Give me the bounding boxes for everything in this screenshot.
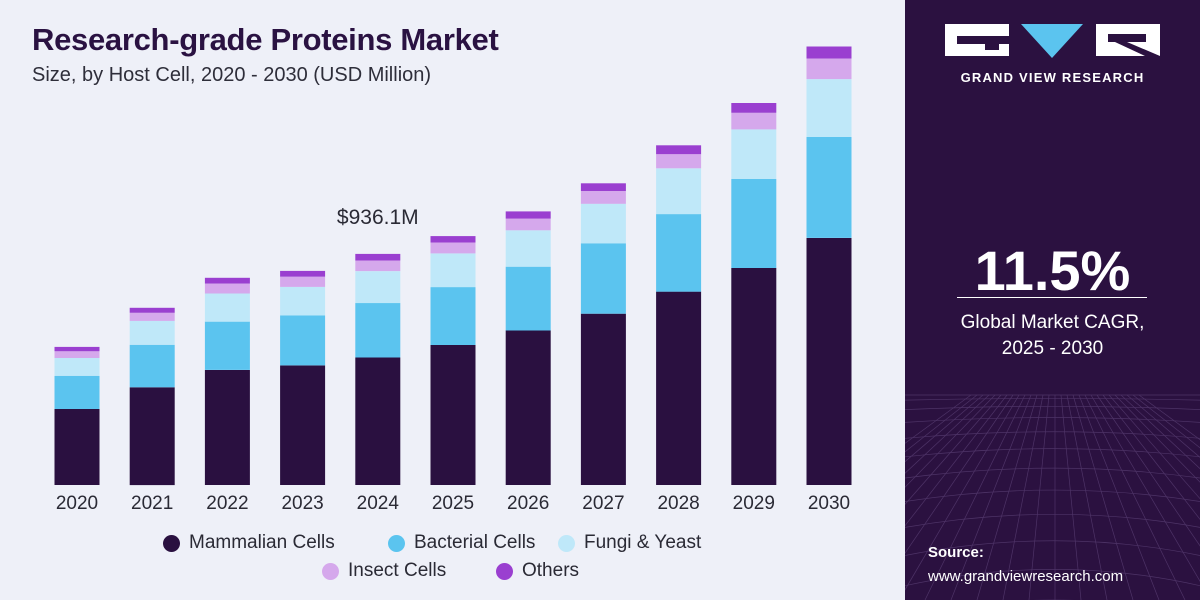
bar-segment-2021-insect-cells xyxy=(129,312,175,321)
bar-segment-2020-fungi-yeast xyxy=(54,358,100,376)
bar-segment-2025-others xyxy=(430,236,476,243)
stacked-bar-chart: 2020 2021 2022 2023 2024 2025 2026 2027 2028 2029… xyxy=(54,46,852,514)
source-url-link[interactable]: www.grandviewresearch.com xyxy=(928,568,1124,585)
decorative-grid-background xyxy=(905,394,1200,600)
x-tick-label-2029: 2029 xyxy=(733,493,775,514)
legend-label: Others xyxy=(522,560,580,581)
bar-segment-2028-fungi-yeast xyxy=(656,168,702,215)
bar-segment-2026-bacterial-cells xyxy=(505,266,551,331)
bar-segment-2021-mammalian-cells xyxy=(129,387,175,486)
x-tick-label-2026: 2026 xyxy=(507,493,549,514)
bar-segment-2029-bacterial-cells xyxy=(731,179,777,268)
bar-segment-2026-mammalian-cells xyxy=(505,330,551,485)
bar-segment-2021-fungi-yeast xyxy=(129,320,175,345)
legend-swatch xyxy=(558,534,575,552)
legend-item-fungi-yeast: Fungi & Yeast xyxy=(558,532,701,554)
bar-segment-2029-insect-cells xyxy=(731,112,777,130)
legend-label: Fungi & Yeast xyxy=(584,532,702,553)
bar-segment-2022-mammalian-cells xyxy=(204,370,250,485)
legend-label: Bacterial Cells xyxy=(414,532,536,553)
bar-segment-2030-bacterial-cells xyxy=(806,137,852,238)
bar-segment-2029-mammalian-cells xyxy=(731,268,777,485)
bar-segment-2027-bacterial-cells xyxy=(580,243,626,314)
bar-segment-2023-bacterial-cells xyxy=(280,315,326,366)
source-label: Source: xyxy=(928,544,984,561)
bar-segment-2030-mammalian-cells xyxy=(806,238,852,485)
bar-segment-2024-others xyxy=(355,253,401,261)
bar-segment-2025-bacterial-cells xyxy=(430,287,476,345)
bar-segment-2021-bacterial-cells xyxy=(129,344,175,388)
bar-segment-2024-fungi-yeast xyxy=(355,271,401,304)
x-tick-label-2028: 2028 xyxy=(657,493,699,514)
bar-segment-2022-fungi-yeast xyxy=(204,293,250,322)
bar-segment-2023-insect-cells xyxy=(280,276,326,287)
bar-segment-2026-insect-cells xyxy=(505,218,551,231)
sidebar-panel: GRAND VIEW RESEARCH 11.5% Global Market … xyxy=(905,0,1200,600)
cagr-label-line-1: Global Market CAGR, xyxy=(960,312,1145,333)
cagr-value: 11.5% xyxy=(974,239,1131,302)
bar-segment-2027-mammalian-cells xyxy=(580,313,626,485)
x-tick-label-2021: 2021 xyxy=(131,493,173,514)
chart-panel: Research-grade Proteins Market Size, by … xyxy=(32,22,852,582)
bar-segment-2023-mammalian-cells xyxy=(280,365,326,485)
x-tick-label-2030: 2030 xyxy=(808,493,850,514)
grid-lines xyxy=(905,394,1200,600)
bar-segment-2023-others xyxy=(280,270,326,277)
legend-label: Insect Cells xyxy=(348,560,447,581)
cagr-label: Global Market CAGR, 2025 - 2030 xyxy=(905,310,1200,362)
bar-segment-2027-fungi-yeast xyxy=(580,203,626,244)
brand-logo-icon xyxy=(945,24,1160,58)
bar-segment-2030-fungi-yeast xyxy=(806,79,852,137)
bar-segment-2020-bacterial-cells xyxy=(54,375,100,409)
x-tick-label-2023: 2023 xyxy=(281,493,323,514)
legend-label: Mammalian Cells xyxy=(189,532,335,553)
legend-item-others: Others xyxy=(496,560,579,582)
data-label-2024: $936.1M xyxy=(337,206,419,229)
bar-segment-2027-insect-cells xyxy=(580,191,626,204)
bar-segment-2028-insect-cells xyxy=(656,154,702,169)
x-tick-label-2022: 2022 xyxy=(206,493,248,514)
bar-segment-2028-mammalian-cells xyxy=(656,291,702,485)
chart-title: Research-grade Proteins Market xyxy=(32,22,499,57)
bar-segment-2022-bacterial-cells xyxy=(204,321,250,370)
bar-segment-2020-mammalian-cells xyxy=(54,409,100,485)
bar-segment-2025-mammalian-cells xyxy=(430,345,476,485)
legend-item-mammalian-cells: Mammalian Cells xyxy=(163,532,335,554)
bar-segment-2020-insect-cells xyxy=(54,351,100,358)
cagr-label-line-2: 2025 - 2030 xyxy=(1001,338,1104,359)
legend-swatch xyxy=(322,562,339,580)
bar-segment-2024-bacterial-cells xyxy=(355,303,401,358)
bar-segment-2025-insect-cells xyxy=(430,242,476,254)
chart-subtitle: Size, by Host Cell, 2020 - 2030 (USD Mil… xyxy=(32,64,432,86)
bar-segment-2021-others xyxy=(129,307,175,313)
bar-segment-2029-fungi-yeast xyxy=(731,129,777,179)
bar-segment-2025-fungi-yeast xyxy=(430,253,476,288)
bar-segment-2026-fungi-yeast xyxy=(505,230,551,267)
bar-segment-2028-others xyxy=(656,145,702,155)
legend-item-insect-cells: Insect Cells xyxy=(322,560,446,582)
legend-swatch xyxy=(163,534,180,552)
bar-segment-2029-others xyxy=(731,103,777,113)
x-tick-label-2025: 2025 xyxy=(432,493,474,514)
bar-segment-2026-others xyxy=(505,211,551,219)
legend-item-bacterial-cells: Bacterial Cells xyxy=(388,532,535,554)
cagr-divider xyxy=(957,297,1147,298)
bar-segment-2024-mammalian-cells xyxy=(355,357,401,485)
x-tick-label-2027: 2027 xyxy=(582,493,624,514)
bar-segment-2030-insect-cells xyxy=(806,58,852,80)
bar-segment-2023-fungi-yeast xyxy=(280,286,326,316)
bar-segment-2030-others xyxy=(806,46,852,59)
bar-segment-2024-insect-cells xyxy=(355,260,401,272)
bar-segment-2022-others xyxy=(204,277,250,284)
bar-segment-2028-bacterial-cells xyxy=(656,214,702,292)
x-tick-label-2020: 2020 xyxy=(56,493,98,514)
bar-segment-2022-insect-cells xyxy=(204,283,250,294)
legend-swatch xyxy=(496,562,513,580)
legend-swatch xyxy=(388,534,405,552)
brand-name: GRAND VIEW RESEARCH xyxy=(960,70,1145,85)
x-tick-label-2024: 2024 xyxy=(357,493,400,514)
bar-segment-2027-others xyxy=(580,183,626,191)
bar-segment-2020-others xyxy=(54,346,100,352)
